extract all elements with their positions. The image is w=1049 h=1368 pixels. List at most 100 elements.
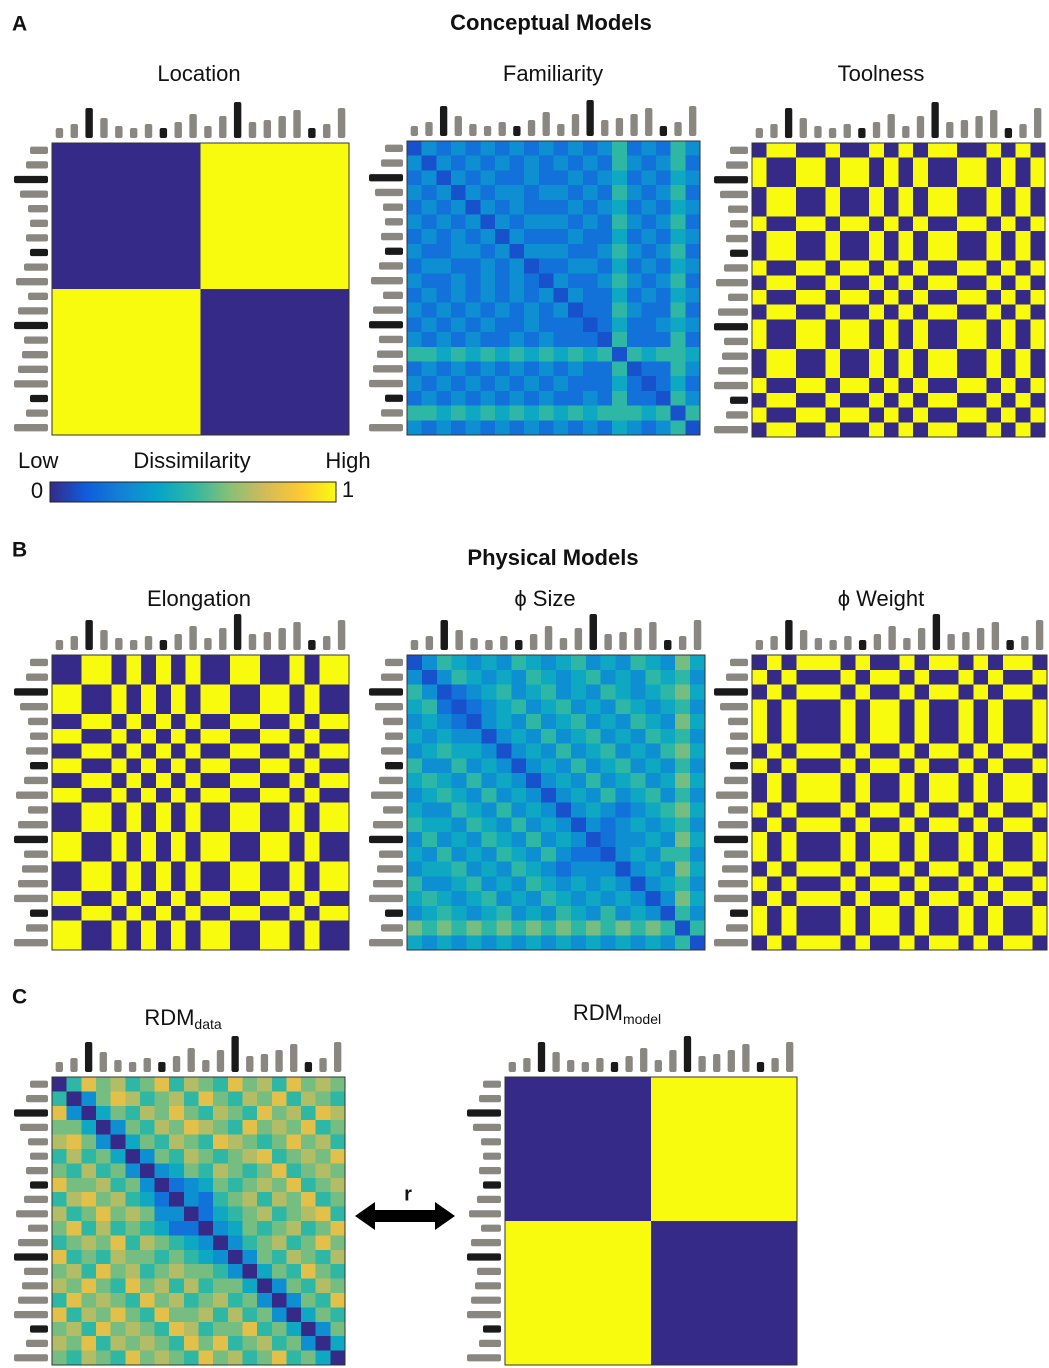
matrix-cell [752,685,767,700]
matrix-cell [245,143,260,158]
matrix-cell [169,1322,184,1337]
matrix-cell [671,362,686,377]
matrix-cell [549,1279,564,1294]
matrix-cell [111,245,126,260]
matrix-cell [563,1178,578,1193]
object-icon [18,1239,48,1246]
matrix-cell [973,655,988,670]
matrix-cell [959,744,974,759]
object-icon [379,777,403,784]
matrix-cell [825,305,840,320]
matrix-cell [631,758,647,773]
matrix-cell [929,773,944,788]
matrix-cell [480,317,495,332]
matrix-cell [111,744,126,759]
object-icon [305,1062,312,1072]
matrix-cell [782,935,797,950]
matrix-cell [870,906,885,921]
matrix-cell [482,921,498,936]
matrix-cell [541,758,557,773]
matrix-cell [228,1235,243,1250]
matrix-cell [97,377,112,392]
matrix-cell [201,245,216,260]
matrix-cell [1003,699,1018,714]
matrix-cell [675,670,691,685]
matrix-cell [126,832,141,847]
matrix-cell [752,832,767,847]
matrix-cell [627,170,642,185]
matrix-cell [840,217,855,232]
matrix-cell [526,773,542,788]
matrix-cell [753,1120,768,1135]
matrix-cell [752,231,767,246]
object-icon [730,220,748,227]
matrix-cell [290,347,305,362]
object-icon [379,850,403,857]
matrix-cell [141,788,156,803]
matrix-cell [645,788,661,803]
matrix-cell [111,1178,126,1193]
matrix-cell [709,1322,724,1337]
object-icon [85,620,92,650]
matrix-cell [840,275,855,290]
matrix-cell [739,1106,754,1121]
matrix-cell [1030,275,1045,290]
matrix-cell [752,319,767,334]
matrix-cell [330,1351,345,1366]
matrix-cell [275,788,290,803]
matrix-cell [422,876,438,891]
matrix-cell [627,185,642,200]
matrix-cell [656,376,671,391]
matrix-cell [899,319,914,334]
matrix-cell [82,876,97,891]
object-icon [160,128,167,138]
matrix-cell [126,201,141,216]
matrix-cell [959,685,974,700]
matrix-cell [275,714,290,729]
matrix-cell [768,1149,783,1164]
matrix-cell [496,685,512,700]
matrix-cell [724,1192,739,1207]
matrix-cell [556,699,572,714]
matrix-cell [407,685,423,700]
object-icon [383,718,403,725]
matrix-cell [739,1279,754,1294]
matrix-cell [539,141,554,156]
matrix-cell [782,1077,797,1092]
matrix-cell [944,655,959,670]
matrix-cell [81,1077,96,1092]
matrix-cell [316,1322,331,1337]
matrix-cell [767,788,782,803]
matrix-cell [616,803,632,818]
matrix-cell [316,1077,331,1092]
matrix-cell [928,261,943,276]
matrix-cell [407,141,422,156]
matrix-cell [583,200,598,215]
matrix-cell [141,921,156,936]
matrix-cell [1032,655,1047,670]
matrix-cell [156,201,171,216]
matrix-cell [811,319,826,334]
object-icon [377,865,403,872]
matrix-cell [539,406,554,421]
matrix-cell [199,1077,214,1092]
matrix-cell [1016,408,1031,423]
matrix-cell [422,391,437,406]
matrix-cell [685,332,700,347]
matrix-cell [156,788,171,803]
matrix-cell [641,244,656,259]
matrix-cell [986,422,1001,437]
matrix-cell [201,921,216,936]
matrix-cell [1030,187,1045,202]
matrix-cell [899,187,914,202]
matrix-cell [275,876,290,891]
matrix-cell [563,1221,578,1236]
object-icon [219,628,226,650]
matrix-cell [140,1091,155,1106]
matrix-cell [899,246,914,261]
matrix-cell [796,364,811,379]
object-icon [903,638,910,650]
matrix-cell [695,1221,710,1236]
matrix-cell [781,187,796,202]
matrix-cell [811,172,826,187]
